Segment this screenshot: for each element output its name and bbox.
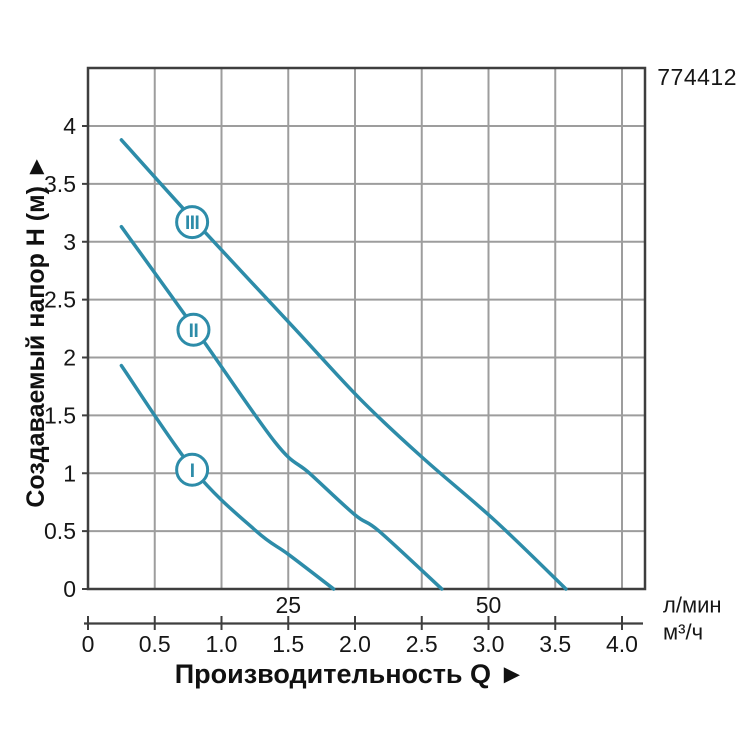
x-unit-lmin: л/мин xyxy=(663,593,722,618)
x-tick-label-m3h: 0 xyxy=(82,631,95,657)
x-unit-m3h: м³/ч xyxy=(663,620,703,645)
x-tick-label-m3h: 3.0 xyxy=(473,631,505,657)
y-tick-label: 4 xyxy=(63,113,76,139)
x-tick-label-m3h: 1.0 xyxy=(206,631,238,657)
plot-frame xyxy=(86,66,647,591)
y-tick-label: 0.5 xyxy=(44,518,76,544)
x-tick-label-m3h: 1.5 xyxy=(272,631,304,657)
curve-label-circle-I xyxy=(175,452,210,487)
x-tick-label-m3h: 2.0 xyxy=(339,631,371,657)
curve-II xyxy=(119,224,444,591)
x-axis-title: Производительность Q ► xyxy=(174,659,526,689)
x-tick-label-m3h: 3.5 xyxy=(539,631,571,657)
y-tick-label: 3.5 xyxy=(44,171,76,197)
x-tick-label-m3h: 0.5 xyxy=(139,631,171,657)
curve-label-III: III xyxy=(185,213,200,234)
curve-label-I: I xyxy=(190,461,195,482)
y-tick-label: 3 xyxy=(63,229,76,255)
y-tick-label: 2 xyxy=(63,345,76,371)
curve-label-circle-III xyxy=(175,205,210,240)
y-tick-label: 1.5 xyxy=(44,402,76,428)
x-tick-label-lmin: 25 xyxy=(275,592,301,618)
curve-label-circle-II xyxy=(176,312,211,347)
y-tick-label: 1 xyxy=(63,460,76,486)
curve-I xyxy=(119,363,336,591)
curve-label-II: II xyxy=(189,321,199,342)
y-tick-label: 2.5 xyxy=(44,287,76,313)
x-tick-label-m3h: 2.5 xyxy=(406,631,438,657)
x-tick-label-m3h: 4.0 xyxy=(606,631,638,657)
x-tick-label-lmin: 50 xyxy=(476,592,502,618)
product-code: 774412 xyxy=(657,64,737,90)
y-tick-label: 0 xyxy=(63,576,76,602)
